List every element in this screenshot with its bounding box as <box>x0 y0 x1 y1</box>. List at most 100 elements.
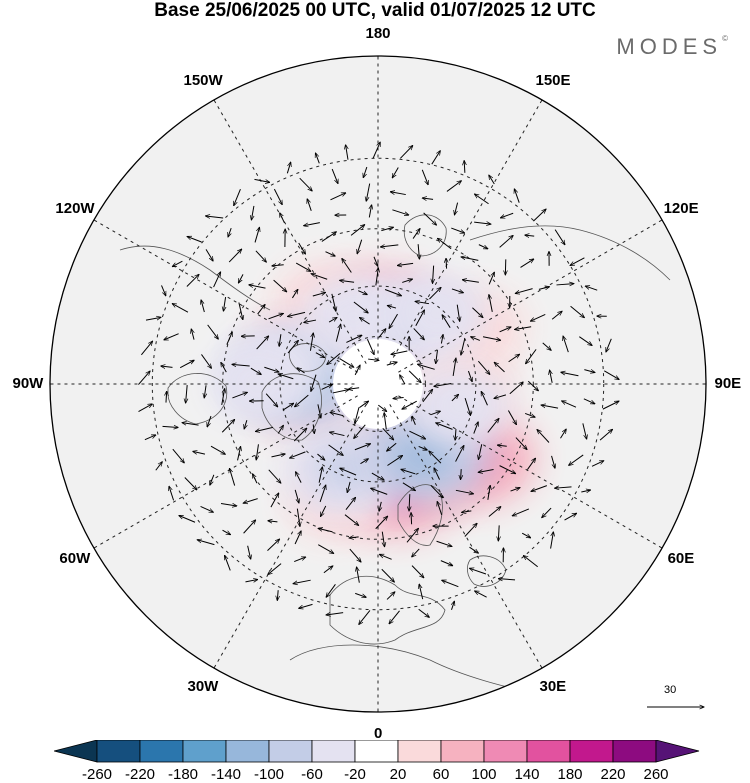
wind-arrow <box>391 350 408 354</box>
wind-arrow <box>221 389 225 406</box>
wind-arrow <box>161 285 166 295</box>
graticule <box>50 56 706 712</box>
wind-arrow <box>257 304 265 315</box>
wind-arrow <box>570 305 585 317</box>
wind-arrow <box>197 540 215 546</box>
wind-arrow <box>462 511 472 512</box>
wind-arrow <box>207 415 212 427</box>
longitude-label-60w: 60W <box>59 550 91 567</box>
wind-arrow <box>455 429 456 440</box>
wind-arrow <box>328 444 344 456</box>
wind-arrow <box>247 545 251 559</box>
wind-arrow <box>422 389 433 403</box>
wind-arrow <box>294 489 299 503</box>
latitude-circle-10 <box>151 157 605 611</box>
wind-arrow <box>264 366 279 372</box>
wind-arrow <box>434 468 441 480</box>
wind-arrow <box>452 601 455 610</box>
wind-arrow <box>461 257 479 261</box>
colorbar-segment <box>182 740 227 763</box>
wind-arrow <box>326 584 336 597</box>
wind-arrow <box>369 205 371 218</box>
wind-arrow <box>353 301 368 313</box>
wind-arrow <box>253 474 258 484</box>
colorbar-tick-label: 260 <box>643 766 669 783</box>
wind-arrow <box>397 263 414 265</box>
wind-arrow <box>355 592 366 597</box>
wind-vectors <box>138 142 619 624</box>
wind-arrow <box>551 311 562 320</box>
wind-arrow <box>332 389 349 394</box>
wind-arrow <box>560 429 566 439</box>
colorbar-segment <box>483 740 528 763</box>
wind-arrow <box>304 320 317 322</box>
wind-arrow <box>371 488 388 495</box>
wind-arrow <box>515 288 533 294</box>
wind-arrow <box>191 329 194 340</box>
wind-arrow <box>293 428 306 442</box>
wind-arrow <box>382 427 394 440</box>
wind-arrow <box>360 459 368 465</box>
wind-arrow <box>270 493 279 508</box>
wind-arrow <box>223 297 225 311</box>
wind-arrow <box>288 311 306 316</box>
colorbar-tick-label: -180 <box>167 766 199 783</box>
wind-arrow <box>437 238 452 250</box>
colorbar-tick-label: 100 <box>471 766 497 783</box>
wind-arrow <box>145 317 161 321</box>
wind-arrow <box>282 403 294 411</box>
wind-arrow <box>393 397 404 398</box>
wind-arrow <box>499 327 511 333</box>
wind-arrow <box>311 374 317 392</box>
wind-arrow <box>378 404 386 411</box>
wind-arrow <box>273 279 287 292</box>
wind-arrow <box>563 336 569 353</box>
wind-arrow <box>508 354 520 363</box>
wind-arrow <box>451 394 459 402</box>
wind-arrow <box>488 272 494 285</box>
wind-arrow <box>411 513 412 525</box>
wind-arrow <box>339 358 354 368</box>
longitude-label-0: 0 <box>374 725 383 742</box>
colorbar-segment <box>354 740 399 763</box>
wind-arrow <box>419 584 424 600</box>
wind-arrow <box>254 227 259 243</box>
wind-arrow <box>402 279 412 283</box>
wind-arrow <box>237 446 241 461</box>
wind-arrow <box>225 555 231 571</box>
colorbar-segment <box>569 740 614 763</box>
latitude-circle-30 <box>222 228 534 540</box>
wind-arrow <box>494 362 505 373</box>
wind-arrow <box>138 371 150 385</box>
vector-reference-value: 30 <box>664 684 677 696</box>
coastline-hudson-bay <box>167 373 228 425</box>
wind-arrow <box>309 333 313 351</box>
wind-arrow <box>280 213 285 224</box>
wind-arrow <box>515 437 527 450</box>
wind-arrow <box>366 183 371 202</box>
wind-arrow <box>421 169 428 185</box>
wind-arrow <box>418 445 428 450</box>
wind-arrow <box>277 590 278 600</box>
wind-arrow <box>299 177 312 191</box>
wind-arrow <box>446 181 461 192</box>
wind-arrow <box>402 400 417 409</box>
colorbar-extend-low <box>54 740 98 763</box>
wind-arrow <box>234 189 241 205</box>
wind-arrow <box>469 568 487 575</box>
wind-arrow <box>541 405 559 409</box>
wind-arrow <box>562 401 577 408</box>
wind-arrow <box>291 289 297 299</box>
wind-arrow <box>436 540 452 546</box>
colorbar-tick-label: 220 <box>600 766 626 783</box>
wind-arrow <box>436 350 438 363</box>
wind-arrow <box>315 352 325 358</box>
wind-arrow <box>293 579 311 583</box>
wind-arrow <box>161 366 173 367</box>
wind-arrow <box>327 352 341 364</box>
wind-arrow <box>331 168 338 183</box>
wind-arrow <box>297 368 305 374</box>
wind-arrow <box>340 280 355 282</box>
wind-arrow <box>583 398 595 404</box>
wind-arrow <box>268 469 281 483</box>
